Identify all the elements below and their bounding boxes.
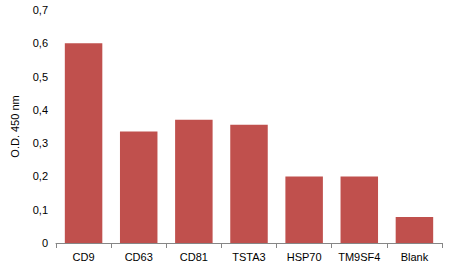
svg-text:0,2: 0,2 bbox=[33, 170, 48, 182]
svg-text:0,7: 0,7 bbox=[33, 4, 48, 16]
svg-text:TM9SF4: TM9SF4 bbox=[338, 251, 380, 263]
svg-text:CD63: CD63 bbox=[125, 251, 153, 263]
svg-text:CD81: CD81 bbox=[180, 251, 208, 263]
svg-text:HSP70: HSP70 bbox=[287, 251, 322, 263]
svg-text:O.D. 450 nm: O.D. 450 nm bbox=[9, 95, 21, 157]
svg-text:0,5: 0,5 bbox=[33, 71, 48, 83]
svg-text:TSTA3: TSTA3 bbox=[232, 251, 265, 263]
svg-text:Blank: Blank bbox=[401, 251, 429, 263]
svg-text:0,3: 0,3 bbox=[33, 137, 48, 149]
svg-text:0: 0 bbox=[42, 237, 48, 249]
svg-text:0,6: 0,6 bbox=[33, 37, 48, 49]
svg-text:0,1: 0,1 bbox=[33, 204, 48, 216]
svg-text:CD9: CD9 bbox=[73, 251, 95, 263]
svg-text:0,4: 0,4 bbox=[33, 104, 48, 116]
